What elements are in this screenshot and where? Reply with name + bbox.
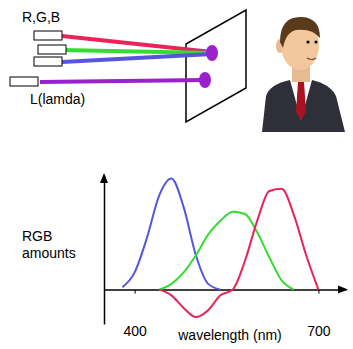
light-beam	[62, 54, 212, 62]
y-axis-title: RGBamounts	[22, 228, 76, 261]
x-axis-arrow	[338, 286, 348, 294]
light-beam	[62, 36, 212, 52]
hair	[280, 17, 320, 48]
projector	[10, 77, 38, 86]
annotation: L(lamda)	[30, 91, 85, 107]
x-axis-title: wavelength (nm)	[177, 327, 282, 343]
mouth	[307, 58, 316, 60]
x-tick: 700	[307, 290, 331, 339]
shirt	[290, 80, 312, 120]
x-tick-label: 400	[123, 323, 147, 339]
x-tick: 400	[123, 290, 147, 339]
curve	[122, 178, 220, 289]
suit	[262, 80, 345, 132]
light-beam	[62, 50, 212, 53]
curve	[159, 189, 318, 317]
screen	[186, 10, 246, 122]
projector	[38, 45, 66, 54]
x-tick-mark	[318, 290, 319, 294]
tie	[296, 82, 306, 120]
projector	[34, 57, 62, 66]
y-axis-arrow	[100, 173, 108, 183]
eye	[306, 40, 309, 43]
illustration	[10, 10, 345, 132]
light-beam	[40, 80, 205, 82]
light-spot	[199, 72, 211, 88]
projector	[34, 31, 62, 40]
x-tick-label: 700	[307, 323, 331, 339]
canvas: R,G,B L(lamda) 400 700 RGBamounts wavelength …	[0, 0, 353, 349]
observer	[262, 17, 345, 132]
curve	[159, 212, 294, 290]
x-tick-mark	[135, 290, 136, 294]
eye	[314, 40, 317, 43]
x-axis-line	[105, 289, 347, 291]
light-spot	[206, 45, 218, 61]
y-axis-line	[104, 176, 106, 325]
y-axis	[104, 176, 105, 325]
plot-area	[122, 178, 318, 317]
annotation: R,G,B	[22, 9, 60, 25]
